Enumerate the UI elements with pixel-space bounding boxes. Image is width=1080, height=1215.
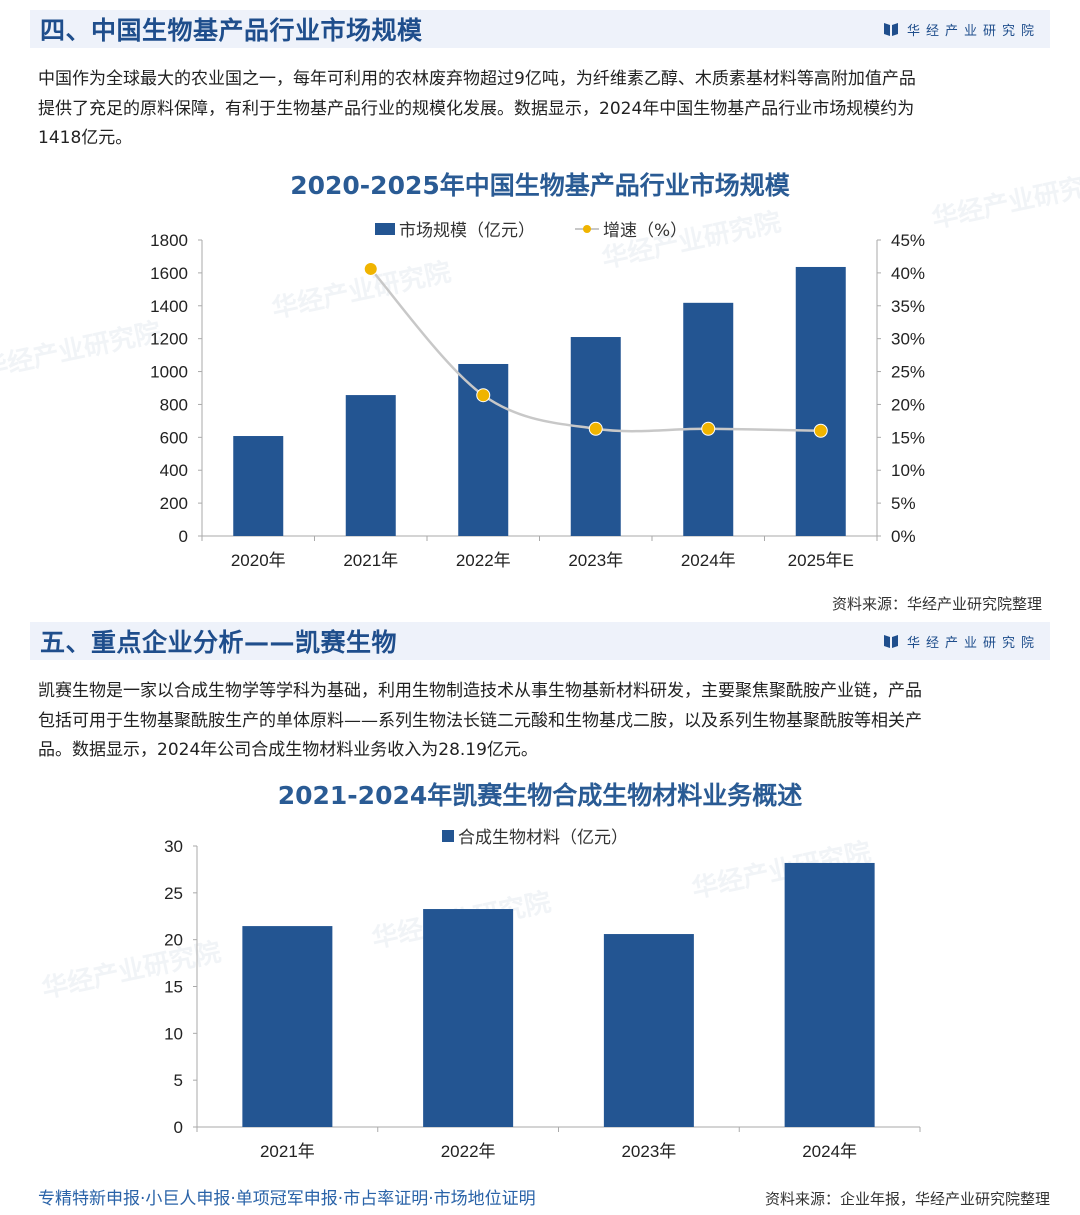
section-header-5: 五、重点企业分析——凯赛生物 华经产业研究院 <box>30 622 1050 660</box>
paragraph-line: 凯赛生物是一家以合成生物学等学科为基础，利用生物制造技术从事生物基新材料研发，主… <box>38 681 922 701</box>
y-tick-label: 10 <box>164 1024 183 1043</box>
x-tick-label: 2020年 <box>231 551 286 570</box>
y-tick-label: 15 <box>164 978 183 997</box>
paragraph-line: 中国作为全球最大的农业国之一，每年可利用的农林废弃物超过9亿吨，为纤维素乙醇、木… <box>38 69 916 89</box>
line-dot-swatch-icon <box>575 224 599 233</box>
section-title: 四、中国生物基产品行业市场规模 <box>40 16 423 45</box>
chart2-legend: 合成生物材料（亿元） <box>442 823 628 848</box>
chart2-source: 资料来源：企业年报，华经产业研究院整理 <box>764 1190 1050 1208</box>
y2-tick-label: 40% <box>891 264 925 283</box>
x-tick-label: 2024年 <box>802 1142 857 1161</box>
growth-point <box>476 388 491 403</box>
y-tick-label: 20 <box>164 931 183 950</box>
legend-item-market-size: 市场规模（亿元） <box>375 216 535 241</box>
paragraph-line: 品。数据显示，2024年公司合成生物材料业务收入为28.19亿元。 <box>38 740 538 760</box>
chart1-legend: 市场规模（亿元） 增速（%） <box>375 216 687 241</box>
section5-paragraph: 凯赛生物是一家以合成生物学等学科为基础，利用生物制造技术从事生物基新材料研发，主… <box>38 677 1048 766</box>
chart1-plot: 0 200 400 600 800 1000 1200 1400 1600 1800 0% 5% 10%… <box>150 231 925 570</box>
y-tick-label: 25 <box>164 884 183 903</box>
brand-logo: 华经产业研究院 <box>883 20 1040 39</box>
y-tick-label: 1800 <box>150 231 188 250</box>
bar-swatch-icon <box>442 829 454 842</box>
y-tick-label: 5 <box>174 1071 183 1090</box>
paragraph-line: 包括可用于生物基聚酰胺生产的单体原料——系列生物法长链二元酸和生物基戊二胺，以及… <box>38 710 922 731</box>
y-tick-label: 1000 <box>150 363 188 382</box>
y-tick-label: 600 <box>160 428 188 447</box>
x-tick-label: 2021年 <box>343 551 398 570</box>
section-header-4: 四、中国生物基产品行业市场规模 华经产业研究院 <box>30 10 1050 48</box>
y2-tick-label: 0% <box>891 527 916 546</box>
chart2-title: 2021-2024年凯赛生物合成生物材料业务概述 <box>277 781 803 810</box>
legend-item-synbio-material: 合成生物材料（亿元） <box>442 823 628 848</box>
x-tick-label: 2025年E <box>788 551 854 570</box>
growth-point <box>701 421 716 436</box>
growth-point <box>813 423 828 438</box>
y-tick-label: 0 <box>174 1118 183 1137</box>
growth-point <box>363 261 378 276</box>
y2-tick-label: 15% <box>891 428 925 447</box>
bar <box>784 862 875 1127</box>
x-tick-label: 2022年 <box>456 551 511 570</box>
bar <box>603 934 694 1127</box>
bar <box>683 302 734 536</box>
y2-tick-label: 35% <box>891 297 925 316</box>
paragraph-line: 提供了充足的原料保障，有利于生物基产品行业的规模化发展。数据显示，2024年中国… <box>38 98 915 119</box>
x-tick-label: 2024年 <box>681 551 736 570</box>
brand-logo: 华经产业研究院 <box>883 632 1040 651</box>
x-tick-label: 2023年 <box>621 1142 676 1161</box>
legend-label: 增速（%） <box>603 221 688 241</box>
footer-service-links[interactable]: 专精特新申报·小巨人申报·单项冠军申报·市占率证明·市场地位证明 <box>38 1189 536 1209</box>
y2-tick-label: 10% <box>891 461 925 480</box>
chart1-source: 资料来源：华经产业研究院整理 <box>831 595 1042 613</box>
y-tick-label: 1400 <box>150 297 188 316</box>
bar <box>423 909 514 1127</box>
bar <box>242 926 333 1127</box>
y2-tick-label: 20% <box>891 395 925 414</box>
y-tick-label: 1600 <box>150 264 188 283</box>
y2-tick-label: 30% <box>891 330 925 349</box>
book-logo-icon <box>883 635 898 648</box>
y-tick-label: 400 <box>160 461 188 480</box>
book-logo-icon <box>883 23 898 36</box>
x-tick-label: 2022年 <box>441 1142 496 1161</box>
x-tick-label: 2021年 <box>260 1142 315 1161</box>
x-tick-label: 2023年 <box>568 551 623 570</box>
legend-label: 合成生物材料（亿元） <box>458 828 628 848</box>
growth-point <box>588 421 603 436</box>
legend-label: 市场规模（亿元） <box>399 221 535 241</box>
brand-name: 华经产业研究院 <box>906 23 1040 39</box>
bar <box>345 395 396 536</box>
y-tick-label: 30 <box>164 837 183 856</box>
y-tick-label: 800 <box>160 395 188 414</box>
section-title: 五、重点企业分析——凯赛生物 <box>40 628 398 657</box>
y2-tick-label: 45% <box>891 231 925 250</box>
bar <box>795 266 846 536</box>
bar <box>570 337 621 536</box>
bar <box>233 436 284 536</box>
y-tick-label: 200 <box>160 494 188 513</box>
y2-tick-label: 5% <box>891 494 916 513</box>
y-tick-label: 0 <box>179 527 188 546</box>
y-tick-label: 1200 <box>150 330 188 349</box>
bar-swatch-icon <box>375 222 395 235</box>
y2-tick-label: 25% <box>891 363 925 382</box>
section4-paragraph: 中国作为全球最大的农业国之一，每年可利用的农林废弃物超过9亿吨，为纤维素乙醇、木… <box>38 65 1048 154</box>
chart1-title: 2020-2025年中国生物基产品行业市场规模 <box>290 171 790 200</box>
growth-line <box>369 268 821 433</box>
paragraph-line: 1418亿元。 <box>38 128 133 148</box>
brand-name: 华经产业研究院 <box>906 635 1040 651</box>
legend-item-growth: 增速（%） <box>575 216 687 241</box>
